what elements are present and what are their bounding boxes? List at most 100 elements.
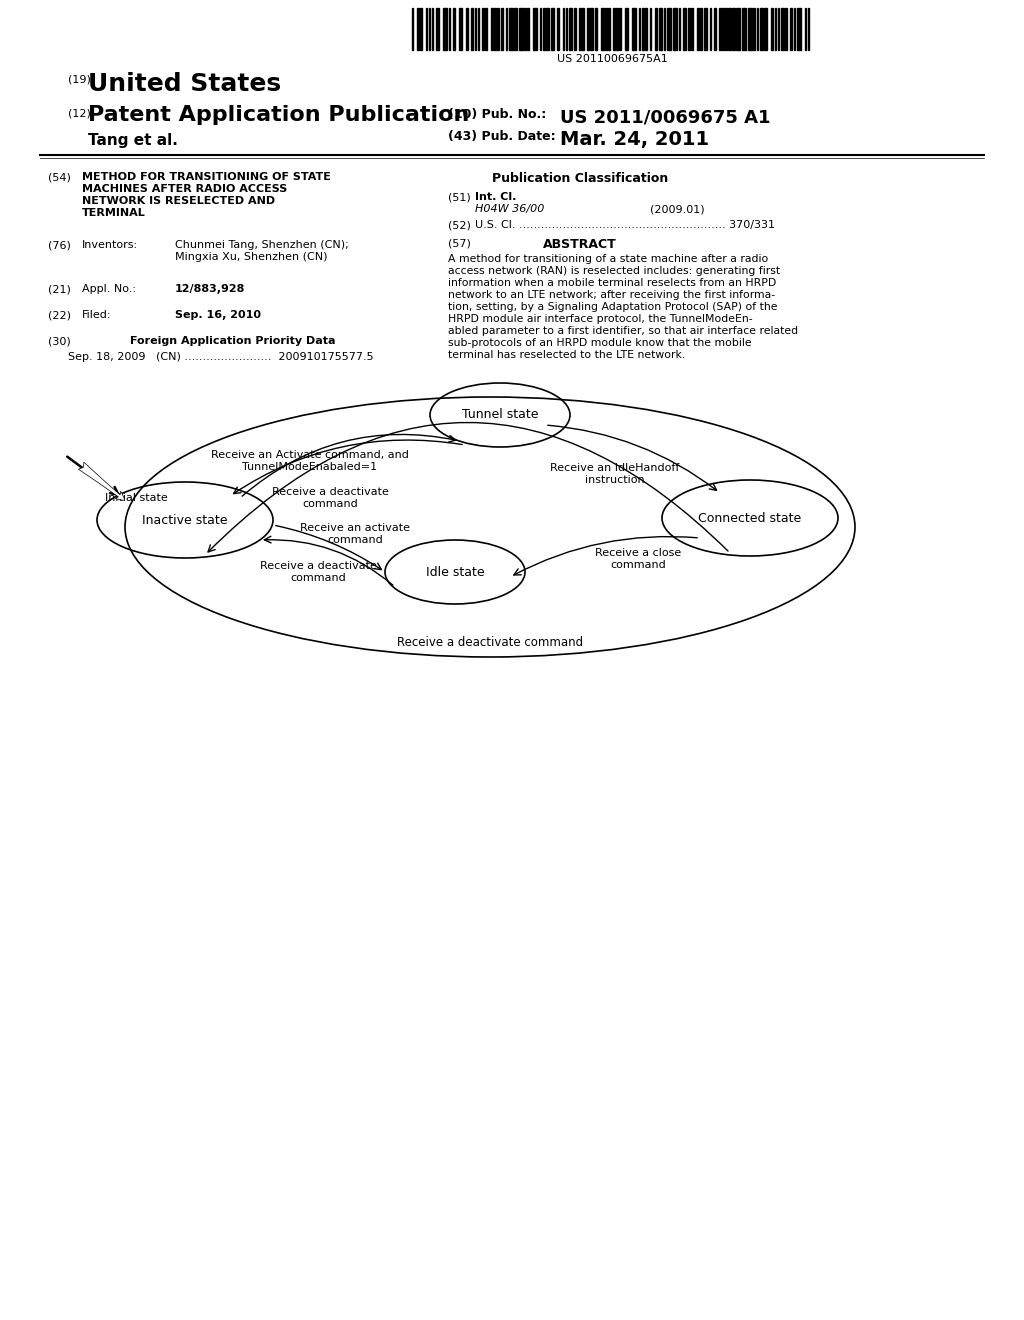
Bar (732, 8, 735, 50)
Text: tion, setting, by a Signaling Adaptation Protocol (SAP) of the: tion, setting, by a Signaling Adaptation… (449, 302, 777, 312)
Bar (780, 8, 783, 50)
Text: Foreign Application Priority Data: Foreign Application Priority Data (130, 337, 336, 346)
Bar (757, 8, 758, 50)
Text: Int. Cl.: Int. Cl. (475, 191, 516, 202)
Text: information when a mobile terminal reselects from an HRPD: information when a mobile terminal resel… (449, 279, 776, 288)
Bar (449, 8, 451, 50)
Bar (475, 8, 476, 50)
Text: Receive an Activate command, and: Receive an Activate command, and (211, 450, 409, 459)
Text: (22): (22) (48, 310, 71, 319)
Bar (808, 8, 809, 50)
Bar (547, 8, 550, 50)
Bar (557, 8, 559, 50)
Bar (620, 8, 622, 50)
Bar (540, 8, 541, 50)
Bar (705, 8, 707, 50)
Text: (10) Pub. No.:: (10) Pub. No.: (449, 108, 546, 121)
Text: Receive a deactivate: Receive a deactivate (259, 561, 377, 572)
Bar (426, 8, 427, 50)
Bar (691, 8, 693, 50)
Text: Inactive state: Inactive state (142, 513, 227, 527)
Bar (722, 8, 724, 50)
Bar (688, 8, 690, 50)
Bar (728, 8, 731, 50)
Bar (490, 8, 493, 50)
Text: HRPD module air interface protocol, the TunnelModeEn-: HRPD module air interface protocol, the … (449, 314, 753, 323)
Bar (498, 8, 499, 50)
Text: Receive an activate: Receive an activate (300, 523, 410, 533)
Text: Receive an IdleHandoff: Receive an IdleHandoff (550, 463, 680, 473)
Text: Initial state: Initial state (105, 492, 168, 503)
Bar (741, 8, 745, 50)
Bar (527, 8, 528, 50)
Text: US 20110069675A1: US 20110069675A1 (557, 54, 668, 63)
Text: Patent Application Publication: Patent Application Publication (88, 106, 469, 125)
Text: United States: United States (88, 73, 282, 96)
Text: Tang et al.: Tang et al. (88, 133, 178, 148)
Text: (21): (21) (48, 284, 71, 294)
Bar (697, 8, 699, 50)
Bar (805, 8, 806, 50)
Bar (569, 8, 572, 50)
Bar (478, 8, 479, 50)
Bar (524, 8, 525, 50)
Text: Connected state: Connected state (698, 511, 802, 524)
Text: sub-protocols of an HRPD module know that the mobile: sub-protocols of an HRPD module know tha… (449, 338, 752, 348)
Text: Receive a deactivate command: Receive a deactivate command (397, 636, 583, 649)
Bar (673, 8, 677, 50)
Text: (57): (57) (449, 238, 471, 248)
Bar (506, 8, 507, 50)
Text: network to an LTE network; after receiving the first informa-: network to an LTE network; after receivi… (449, 290, 775, 300)
Bar (471, 8, 473, 50)
Bar (605, 8, 607, 50)
Text: Receive a close: Receive a close (595, 548, 681, 558)
Bar (700, 8, 702, 50)
Bar (563, 8, 564, 50)
Bar (714, 8, 717, 50)
Bar (612, 8, 614, 50)
Bar (418, 8, 419, 50)
Text: Mar. 24, 2011: Mar. 24, 2011 (560, 129, 710, 149)
Bar (683, 8, 686, 50)
Text: command: command (610, 560, 666, 570)
Bar (532, 8, 537, 50)
Text: (19): (19) (68, 75, 91, 84)
Text: Publication Classification: Publication Classification (492, 172, 668, 185)
Bar (679, 8, 681, 50)
Bar (436, 8, 439, 50)
Bar (460, 8, 462, 50)
Bar (573, 8, 575, 50)
Text: 12/883,928: 12/883,928 (175, 284, 246, 294)
Bar (771, 8, 773, 50)
Text: instruction: instruction (585, 475, 645, 484)
Text: Sep. 18, 2009   (CN) ........................  200910175577.5: Sep. 18, 2009 (CN) .....................… (68, 352, 374, 362)
Text: Mingxia Xu, Shenzhen (CN): Mingxia Xu, Shenzhen (CN) (175, 252, 328, 261)
Bar (482, 8, 483, 50)
Bar (797, 8, 801, 50)
Bar (642, 8, 644, 50)
Text: TERMINAL: TERMINAL (82, 209, 145, 218)
Bar (412, 8, 414, 50)
Bar (595, 8, 597, 50)
Text: Idle state: Idle state (426, 565, 484, 578)
Bar (453, 8, 456, 50)
Text: Filed:: Filed: (82, 310, 112, 319)
Text: terminal has reselected to the LTE network.: terminal has reselected to the LTE netwo… (449, 350, 685, 360)
Bar (777, 8, 779, 50)
Bar (579, 8, 581, 50)
Bar (626, 8, 628, 50)
Bar (518, 8, 522, 50)
Text: Inventors:: Inventors: (82, 240, 138, 249)
Bar (432, 8, 433, 50)
Text: TunnelModeEnabaled=1: TunnelModeEnabaled=1 (243, 462, 378, 473)
Text: ABSTRACT: ABSTRACT (543, 238, 616, 251)
Bar (655, 8, 656, 50)
Bar (601, 8, 604, 50)
Text: (51): (51) (449, 191, 471, 202)
Bar (754, 8, 756, 50)
Bar (608, 8, 610, 50)
Text: Sep. 16, 2010: Sep. 16, 2010 (175, 310, 261, 319)
Text: Tunnel state: Tunnel state (462, 408, 539, 421)
Bar (794, 8, 795, 50)
Text: Chunmei Tang, Shenzhen (CN);: Chunmei Tang, Shenzhen (CN); (175, 240, 349, 249)
